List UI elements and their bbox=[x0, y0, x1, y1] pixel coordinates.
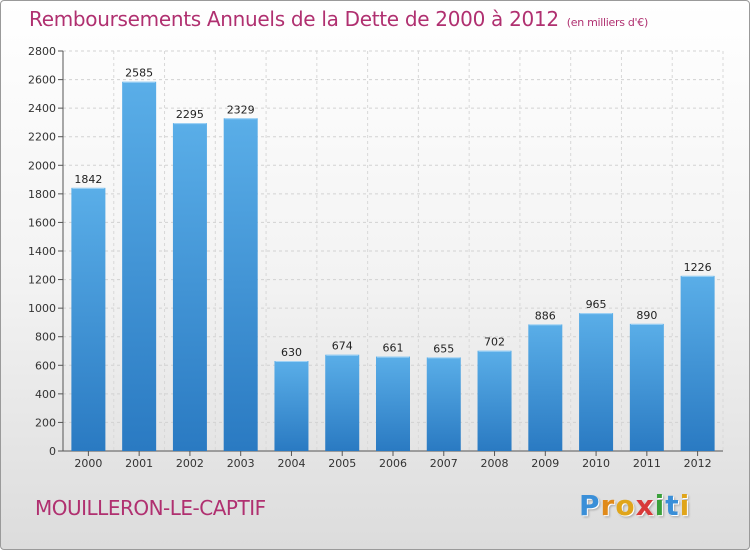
y-tick-label: 2400 bbox=[28, 102, 56, 115]
x-tick-label: 2002 bbox=[176, 457, 204, 470]
bar-2003 bbox=[223, 118, 258, 452]
bar-2011 bbox=[629, 323, 664, 451]
bar-2008 bbox=[477, 350, 512, 451]
chart-subtitle: (en milliers d'€) bbox=[566, 16, 648, 29]
x-tick-label: 2009 bbox=[531, 457, 559, 470]
data-label-2001: 2585 bbox=[125, 67, 153, 80]
y-tick-label: 800 bbox=[35, 331, 56, 344]
x-tick-label: 2005 bbox=[328, 457, 356, 470]
data-label-2002: 2295 bbox=[176, 108, 204, 121]
bar-2005 bbox=[325, 354, 360, 451]
data-labels: 1842 2585 2295 2329 630 674 661 655 702 886 965 890… bbox=[74, 67, 711, 359]
bar-2012 bbox=[680, 275, 715, 451]
y-tick-label: 1600 bbox=[28, 216, 56, 229]
x-tick-label: 2010 bbox=[582, 457, 610, 470]
logo-letter: t bbox=[665, 489, 680, 522]
y-tick-label: 2000 bbox=[28, 159, 56, 172]
bar-2007 bbox=[426, 357, 461, 451]
data-label-2004: 630 bbox=[281, 346, 302, 359]
x-tick-label: 2004 bbox=[277, 457, 305, 470]
x-tick-label: 2003 bbox=[227, 457, 255, 470]
data-label-2009: 886 bbox=[535, 309, 556, 322]
y-tick-label: 1800 bbox=[28, 188, 56, 201]
bar-2004 bbox=[274, 361, 309, 451]
x-tick-label: 2000 bbox=[74, 457, 102, 470]
y-tick-label: 600 bbox=[35, 359, 56, 372]
y-tick-label: 1000 bbox=[28, 302, 56, 315]
data-label-2010: 965 bbox=[586, 298, 607, 311]
logo-letter: x bbox=[635, 489, 655, 522]
bar-2010 bbox=[579, 313, 614, 451]
x-tick-label: 2012 bbox=[684, 457, 712, 470]
y-tick-label: 1400 bbox=[28, 245, 56, 258]
bar-2009 bbox=[528, 324, 563, 451]
chart-title-text: Remboursements Annuels de la Dette de 20… bbox=[29, 7, 559, 31]
chart-title: Remboursements Annuels de la Dette de 20… bbox=[29, 7, 648, 31]
data-label-2003: 2329 bbox=[227, 103, 255, 116]
y-tick-label: 1200 bbox=[28, 274, 56, 287]
data-label-2008: 702 bbox=[484, 336, 505, 349]
bar-2000 bbox=[71, 187, 106, 451]
x-tick-label: 2001 bbox=[125, 457, 153, 470]
bar-2001 bbox=[122, 81, 157, 451]
logo-letter: r bbox=[600, 489, 616, 522]
bars bbox=[71, 81, 715, 452]
commune-name: MOUILLERON-LE-CAPTIF bbox=[35, 496, 266, 520]
logo-letter: o bbox=[615, 489, 636, 522]
data-label-2011: 890 bbox=[636, 309, 657, 322]
data-label-2000: 1842 bbox=[74, 173, 102, 186]
x-tick-label: 2006 bbox=[379, 457, 407, 470]
logo-letter: i bbox=[654, 489, 666, 522]
y-tick-label: 2600 bbox=[28, 74, 56, 87]
data-label-2007: 655 bbox=[433, 342, 454, 355]
bar-2006 bbox=[376, 356, 410, 451]
proxiti-logo: Proxiti bbox=[579, 489, 690, 522]
logo-letter: i bbox=[679, 489, 691, 522]
y-tick-label: 2800 bbox=[28, 45, 56, 58]
data-label-2006: 661 bbox=[383, 342, 404, 355]
x-tick-label: 2007 bbox=[430, 457, 458, 470]
y-tick-label: 200 bbox=[35, 416, 56, 429]
x-tick-label: 2008 bbox=[481, 457, 509, 470]
logo-letter: P bbox=[579, 489, 601, 522]
y-tick-label: 2200 bbox=[28, 131, 56, 144]
bar-2002 bbox=[172, 123, 207, 452]
data-label-2005: 674 bbox=[332, 340, 353, 353]
y-tick-label: 400 bbox=[35, 388, 56, 401]
x-tick-label: 2011 bbox=[633, 457, 661, 470]
data-label-2012: 1226 bbox=[684, 261, 712, 274]
y-tick-label: 0 bbox=[49, 445, 56, 458]
